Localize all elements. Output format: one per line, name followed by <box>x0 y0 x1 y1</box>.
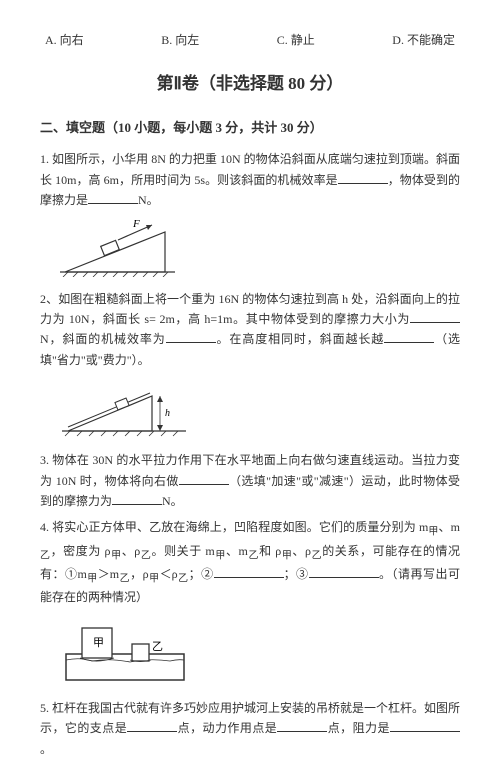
q3-text-c: N。 <box>162 494 183 508</box>
blank <box>127 718 177 732</box>
option-d: D. 不能确定 <box>392 30 455 50</box>
section-title: 第Ⅱ卷（非选择题 80 分） <box>40 70 460 99</box>
q2-text-b: N，斜面的机械效率为 <box>40 332 166 346</box>
question-2: 2、如图在粗糙斜面上将一个重为 16N 的物体匀速拉到高 h 处，沿斜面向上的拉… <box>40 289 460 371</box>
blank <box>179 471 229 485</box>
blank <box>390 718 460 732</box>
blank <box>338 170 388 184</box>
question-3: 3. 物体在 30N 的水平拉力作用下在水平地面上向右做匀速直线运动。当拉力变为… <box>40 450 460 511</box>
blank <box>166 329 216 343</box>
blank <box>214 564 284 578</box>
figure-incline-1: F <box>60 217 460 277</box>
blank <box>309 564 379 578</box>
subsection-heading: 二、填空题（10 小题，每小题 3 分，共计 30 分） <box>40 117 460 139</box>
option-c: C. 静止 <box>277 30 315 50</box>
option-b: B. 向左 <box>161 30 199 50</box>
q2-text-a: 2、如图在粗糙斜面上将一个重为 16N 的物体匀速拉到高 h 处，沿斜面向上的拉… <box>40 292 460 326</box>
question-1: 1. 如图所示，小华用 8N 的力把重 10N 的物体沿斜面从底端匀速拉到顶端。… <box>40 149 460 210</box>
blank <box>112 491 162 505</box>
question-4: 4. 将实心正方体甲、乙放在海绵上，凹陷程度如图。它们的质量分别为 m甲、m乙，… <box>40 517 460 608</box>
blank <box>277 718 327 732</box>
question-5: 5. 杠杆在我国古代就有许多巧妙应用护城河上安装的吊桥就是一个杠杆。如图所示，它… <box>40 698 460 759</box>
blank <box>88 190 138 204</box>
blank <box>410 309 460 323</box>
figure-incline-2: h <box>60 376 460 438</box>
height-label: h <box>165 408 170 419</box>
blank <box>384 329 434 343</box>
force-label: F <box>132 218 140 230</box>
mc-options-row: A. 向右 B. 向左 C. 静止 D. 不能确定 <box>40 30 460 50</box>
block-yi-label: 乙 <box>152 640 163 653</box>
block-jia-label: 甲 <box>93 637 104 649</box>
q5-text-b: 点，动力作用点是 <box>177 721 277 735</box>
q2-text-c: 。在高度相同时，斜面越长越 <box>216 332 385 346</box>
option-a: A. 向右 <box>45 30 84 50</box>
q5-text-d: 。 <box>40 742 52 756</box>
figure-sponge: 甲 乙 <box>60 614 460 686</box>
q1-text-c: N。 <box>138 193 159 207</box>
q5-text-c: 点，阻力是 <box>327 721 390 735</box>
